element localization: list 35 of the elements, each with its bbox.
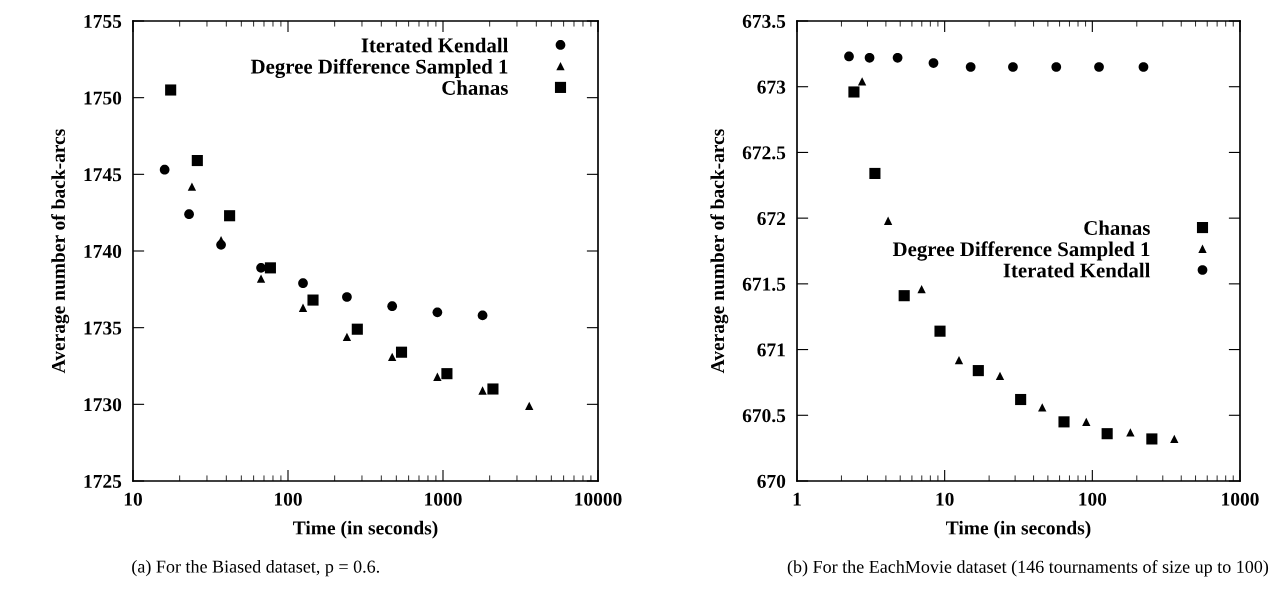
text: (a) For the Biased dataset, p = 0.6. <box>132 560 379 577</box>
y-tick-label: 1750 <box>84 91 122 105</box>
y-tick-label: 672 <box>757 212 786 226</box>
legend-label: Iterated Kendall <box>1003 262 1151 278</box>
y-axis-title: Average number of back-arcs <box>51 129 70 374</box>
x-axis-title: Time (in seconds) <box>293 520 438 539</box>
x-tick-label: 1000 <box>1222 492 1259 506</box>
y-tick-label: 672.5 <box>742 146 786 160</box>
x-tick-label: 1 <box>793 492 801 506</box>
x-tick-label: 1000 <box>425 492 462 506</box>
x-tick-label: 100 <box>274 492 302 506</box>
y-tick-label: 1740 <box>84 244 122 258</box>
x-tick-label: 100 <box>1079 492 1107 506</box>
y-tick-label: 671 <box>757 343 785 357</box>
legend-label: Chanas <box>1084 220 1150 236</box>
y-tick-label: 673 <box>757 80 786 94</box>
y-tick-label: 670 <box>757 474 786 488</box>
x-tick-label: 10 <box>124 492 142 506</box>
y-tick-label: 673.5 <box>742 14 786 29</box>
y-tick-label: 1745 <box>84 168 122 182</box>
y-tick-label: 1755 <box>84 14 122 28</box>
legend-label: Chanas <box>442 80 508 95</box>
legend-label: Iterated Kendall <box>361 37 509 53</box>
x-tick-label: 10000 <box>575 492 622 506</box>
text: (b) For the EachMovie dataset (146 tournaments of size up to 100) <box>787 560 1269 577</box>
y-tick-label: 1725 <box>84 474 122 488</box>
y-tick-label: 670.5 <box>742 409 786 423</box>
y-tick-label: 1735 <box>84 321 122 335</box>
y-axis-title: Average number of back-arcs <box>710 129 729 374</box>
y-tick-label: 1730 <box>84 398 122 412</box>
y-tick-label: 671.5 <box>742 277 786 291</box>
legend-label: Degree Difference Sampled 1 <box>250 58 508 79</box>
x-axis-title: Time (in seconds) <box>946 520 1091 539</box>
legend-label: Degree Difference Sampled 1 <box>892 241 1150 261</box>
x-tick-label: 10 <box>936 492 954 506</box>
